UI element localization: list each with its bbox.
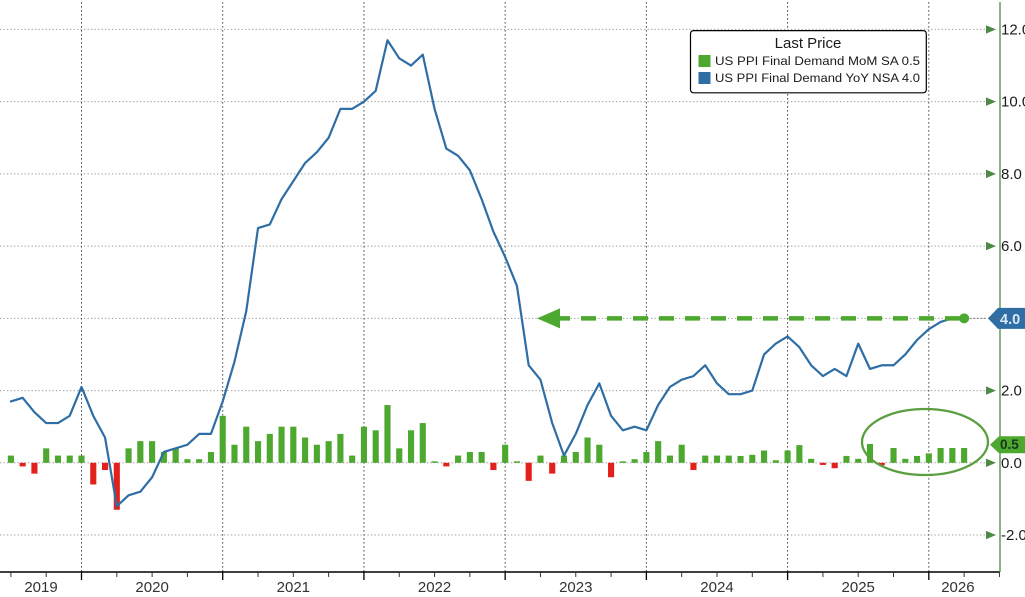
svg-text:2022: 2022 [418, 579, 451, 596]
svg-text:12.0: 12.0 [1001, 21, 1025, 38]
svg-text:2021: 2021 [277, 579, 310, 596]
svg-text:2019: 2019 [24, 579, 57, 596]
svg-text:0.0: 0.0 [1001, 455, 1022, 472]
svg-text:10.0: 10.0 [1001, 94, 1025, 111]
svg-text:8.0: 8.0 [1001, 166, 1022, 183]
svg-text:2023: 2023 [559, 579, 592, 596]
svg-text:US PPI Final Demand YoY NSA 4: US PPI Final Demand YoY NSA 4.0 [715, 71, 920, 85]
svg-text:Last Price: Last Price [775, 35, 842, 52]
svg-text:2026: 2026 [941, 579, 974, 596]
svg-text:2.0: 2.0 [1001, 383, 1022, 400]
svg-text:2025: 2025 [842, 579, 875, 596]
svg-text:6.0: 6.0 [1001, 238, 1022, 255]
svg-text:4.0: 4.0 [1000, 312, 1020, 328]
svg-text:2024: 2024 [700, 579, 733, 596]
svg-text:-2.0: -2.0 [1001, 527, 1025, 544]
svg-text:2020: 2020 [135, 579, 168, 596]
svg-text:0.5: 0.5 [1000, 437, 1019, 452]
svg-text:US PPI Final Demand MoM SA 0.: US PPI Final Demand MoM SA 0.5 [715, 54, 920, 68]
